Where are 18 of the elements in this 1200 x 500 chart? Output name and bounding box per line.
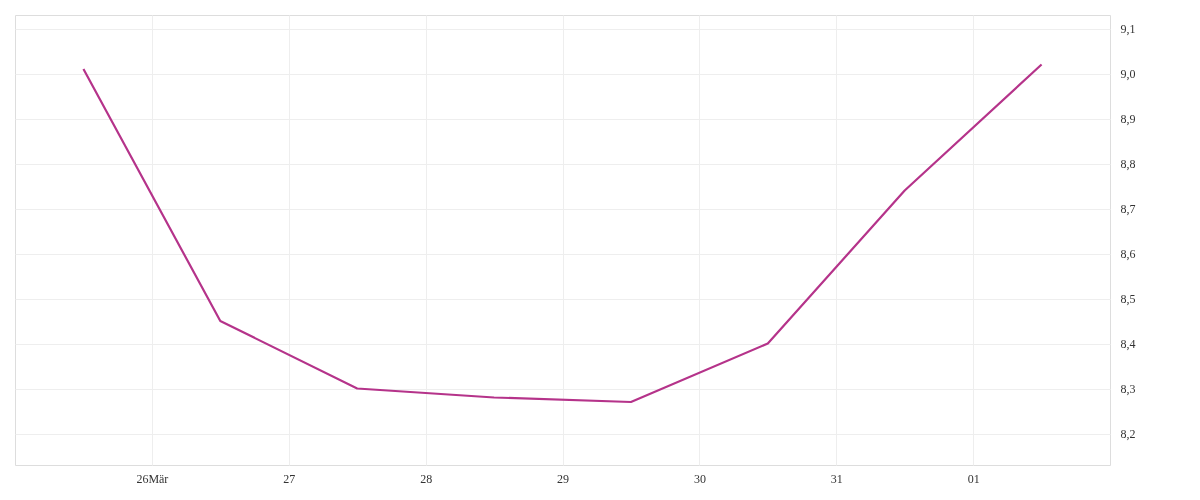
x-tick-label: 29 xyxy=(557,471,569,486)
y-tick-label: 9,0 xyxy=(1120,67,1136,81)
x-tick-label: 27 xyxy=(283,471,296,486)
y-tick-label: 8,8 xyxy=(1120,157,1136,171)
y-tick-label: 8,5 xyxy=(1120,292,1136,306)
y-tick-label: 8,4 xyxy=(1120,337,1136,351)
y-tick-label: 8,3 xyxy=(1120,382,1136,396)
y-tick-label: 8,6 xyxy=(1120,247,1136,261)
x-tick-label: 28 xyxy=(420,471,433,486)
y-tick-label: 8,2 xyxy=(1120,427,1136,441)
x-tick-label: 30 xyxy=(693,471,706,486)
y-tick-label: 8,7 xyxy=(1120,202,1136,216)
y-tick-label: 9,1 xyxy=(1120,22,1136,36)
y-tick-label: 8,9 xyxy=(1120,112,1136,126)
x-tick-label: 26Mär xyxy=(136,471,169,486)
line-series xyxy=(82,63,1043,404)
x-tick-label: 31 xyxy=(830,471,843,486)
x-tick-label: 01 xyxy=(967,471,980,486)
